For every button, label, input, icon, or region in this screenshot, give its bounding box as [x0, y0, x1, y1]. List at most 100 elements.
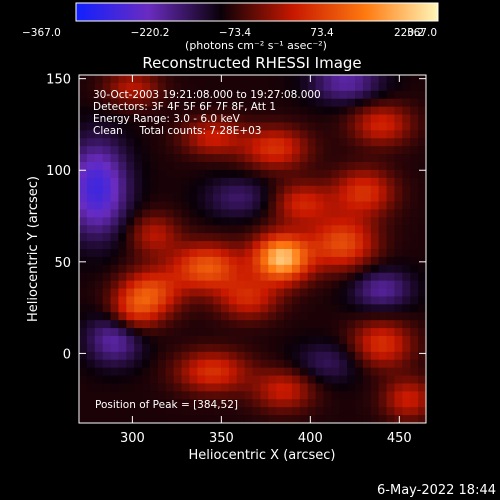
- heatmap-cell: [173, 272, 183, 282]
- heatmap-cell: [410, 98, 419, 108]
- heatmap-cell: [149, 328, 159, 337]
- heatmap-cell: [110, 146, 120, 155]
- heatmap-cell: [197, 351, 206, 361]
- heatmap-cell: [79, 122, 88, 131]
- heatmap-cell: [331, 162, 340, 171]
- heatmap-cell: [386, 114, 396, 124]
- heatmap-cell: [386, 375, 396, 385]
- heatmap-cell: [347, 399, 356, 408]
- heatmap-cell: [394, 154, 403, 163]
- heatmap-cell: [157, 407, 167, 416]
- heatmap-cell: [157, 359, 167, 369]
- heatmap-cell: [157, 193, 167, 203]
- heatmap-cell: [205, 193, 214, 203]
- heatmap-cell: [315, 154, 325, 163]
- heatmap-cell: [284, 343, 293, 353]
- heatmap-cell: [268, 241, 277, 250]
- heatmap-cell: [299, 288, 309, 298]
- heatmap-cell: [149, 138, 159, 147]
- heatmap-cell: [252, 359, 261, 369]
- annotation-total-counts: Clean Total counts: 7.28E+03: [93, 125, 262, 137]
- heatmap-cell: [94, 367, 104, 377]
- heatmap-cell: [402, 75, 411, 84]
- heatmap-cell: [157, 114, 167, 124]
- heatmap-cell: [355, 383, 364, 392]
- heatmap-cell: [260, 75, 269, 84]
- heatmap-cell: [149, 320, 159, 329]
- heatmap-cell: [284, 280, 293, 290]
- heatmap-cell: [331, 106, 340, 116]
- heatmap-cell: [157, 146, 167, 155]
- heatmap-cell: [299, 399, 309, 408]
- heatmap-cell: [276, 375, 285, 385]
- heatmap-cell: [276, 407, 285, 416]
- heatmap-cell: [362, 367, 372, 377]
- heatmap-cell: [165, 304, 175, 313]
- heatmap-cell: [165, 217, 175, 226]
- heatmap-cell: [244, 201, 254, 211]
- heatmap-cell: [205, 272, 214, 282]
- heatmap-cell: [315, 367, 325, 377]
- heatmap-cell: [402, 169, 411, 179]
- heatmap-cell: [173, 154, 183, 163]
- heatmap-cell: [236, 122, 246, 131]
- heatmap-cell: [315, 343, 325, 353]
- heatmap-cell: [102, 336, 112, 345]
- heatmap-cell: [244, 249, 254, 258]
- heatmap-cell: [110, 304, 120, 313]
- heatmap-cell: [386, 367, 396, 377]
- heatmap-cell: [181, 90, 191, 100]
- heatmap-cell: [386, 391, 396, 400]
- heatmap-cell: [276, 272, 285, 282]
- heatmap-cell: [315, 312, 325, 321]
- heatmap-cell: [142, 336, 151, 345]
- heatmap-cell: [331, 209, 340, 218]
- heatmap-cell: [410, 288, 419, 298]
- heatmap-cell: [418, 201, 426, 211]
- heatmap-cell: [347, 122, 356, 131]
- heatmap-cell: [228, 415, 238, 423]
- heatmap-cell: [197, 336, 206, 345]
- heatmap-cell: [284, 241, 293, 250]
- heatmap-cell: [276, 130, 285, 139]
- heatmap-cell: [331, 391, 340, 400]
- heatmap-cell: [252, 415, 261, 423]
- heatmap-cell: [236, 399, 246, 408]
- heatmap-cell: [149, 75, 159, 84]
- heatmap-cell: [418, 264, 426, 274]
- heatmap-cell: [418, 288, 426, 298]
- heatmap-cell: [410, 209, 419, 218]
- heatmap-cell: [157, 185, 167, 195]
- heatmap-cell: [410, 233, 419, 242]
- heatmap-cell: [370, 280, 380, 290]
- heatmap-cell: [260, 169, 269, 179]
- heatmap-cell: [165, 328, 175, 337]
- heatmap-cell: [299, 296, 309, 305]
- heatmap-cell: [118, 280, 127, 290]
- heatmap-cell: [394, 336, 403, 345]
- heatmap-cell: [252, 256, 261, 266]
- heatmap-cell: [94, 415, 104, 423]
- heatmap-cell: [79, 367, 88, 377]
- heatmap-cell: [197, 264, 206, 274]
- heatmap-cell: [165, 75, 175, 84]
- heatmap-cell: [118, 75, 127, 84]
- heatmap-cell: [370, 375, 380, 385]
- heatmap-cell: [94, 320, 104, 329]
- heatmap-cell: [284, 130, 293, 139]
- heatmap-cell: [268, 177, 277, 187]
- heatmap-cell: [331, 359, 340, 369]
- heatmap-cell: [284, 169, 293, 179]
- heatmap-cell: [236, 114, 246, 124]
- heatmap-cell: [94, 399, 104, 408]
- heatmap-cell: [197, 177, 206, 187]
- heatmap-cell: [134, 383, 143, 392]
- heatmap-cell: [173, 169, 183, 179]
- heatmap-cell: [307, 146, 317, 155]
- heatmap-cell: [347, 367, 356, 377]
- heatmap-cell: [244, 375, 254, 385]
- heatmap-cell: [173, 201, 183, 211]
- heatmap-cell: [339, 114, 348, 124]
- heatmap-cell: [284, 264, 293, 274]
- heatmap-cell: [149, 391, 159, 400]
